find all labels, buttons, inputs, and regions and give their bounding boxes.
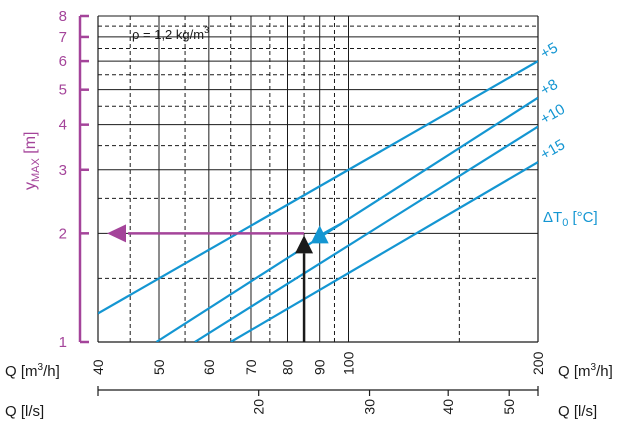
x-tick-label-m3h: 50 [151, 359, 167, 375]
x-tick-label-m3h: 100 [341, 351, 357, 375]
x-tick-label-m3h: 80 [279, 359, 295, 375]
y-tick-label: 3 [59, 162, 67, 179]
y-tick-label: 2 [59, 225, 67, 242]
left-arrow-icon [107, 224, 126, 243]
up-arrow-icon [295, 235, 314, 254]
grid [97, 15, 539, 343]
y-axis-label: yMAX [m] [22, 131, 42, 190]
x-tick-label-m3h: 60 [201, 359, 217, 375]
y-tick-label: 7 [59, 29, 67, 46]
density-annotation: ρ = 1,2 kg/m3 [132, 25, 209, 42]
x-tick-label-m3h: 40 [90, 359, 106, 375]
curve-pointer-line [323, 222, 343, 235]
axes: 1 2 3 4 5 6 7 8 40 50 60 70 80 90 100 200 20 30 40 50 [59, 8, 546, 415]
x-tick-label-ls: 40 [440, 399, 456, 415]
x-tick-label-m3h: 70 [243, 359, 259, 375]
series-label-3: +10 [538, 101, 569, 128]
x-tick-label-m3h: 200 [530, 351, 546, 375]
y-tick-label: 4 [59, 117, 67, 134]
series-line-1 [98, 60, 538, 315]
y-tick-label: 5 [59, 82, 67, 99]
x-tick-label-ls: 20 [251, 399, 267, 415]
example-reading-arrows [107, 222, 343, 342]
x-axis-label-ls-left: Q [l/s] [5, 403, 44, 420]
x-axis-label-ls-right: Q [l/s] [558, 403, 597, 420]
y-tick-label: 8 [59, 8, 67, 25]
y-tick-label: 6 [59, 53, 67, 70]
x-tick-label-m3h: 90 [312, 359, 328, 375]
series-lines [98, 60, 538, 342]
curve-pointer-icon [310, 225, 329, 244]
x-tick-label-ls: 50 [501, 399, 517, 415]
x-tick-label-ls: 30 [362, 399, 378, 415]
y-tick-label: 1 [59, 334, 67, 351]
series-line-3 [194, 125, 538, 342]
x-axis-label-m3h-right: Q [m3/h] [558, 362, 613, 380]
series-label-1: +5 [538, 39, 561, 62]
series-label-4: +15 [538, 136, 569, 163]
x-axis-label-m3h-left: Q [m3/h] [5, 362, 60, 380]
series-label-2: +8 [538, 76, 561, 99]
series-line-2 [155, 96, 538, 342]
series-line-4 [230, 161, 538, 342]
legend-title: ΔT0 [°C] [543, 209, 598, 229]
